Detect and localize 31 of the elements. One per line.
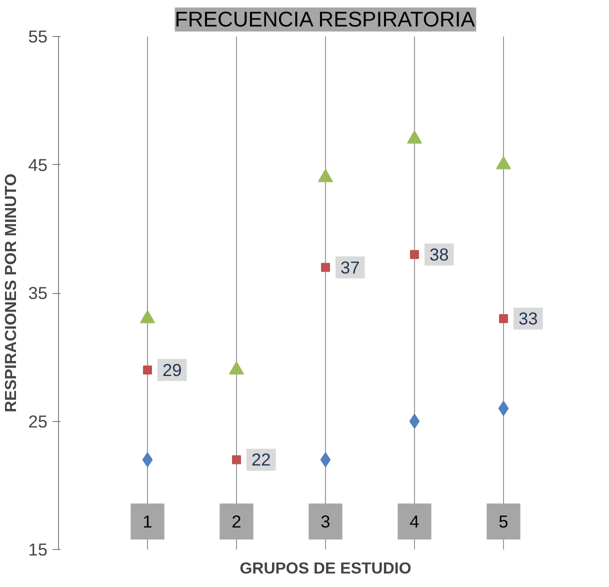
data-label: 22 (252, 450, 271, 470)
point (142, 452, 153, 468)
y-tick-label: 45 (28, 154, 48, 175)
data-label: 37 (340, 257, 360, 278)
data-label: 38 (430, 244, 449, 265)
point (321, 262, 330, 272)
y-tick-label: 35 (28, 283, 48, 303)
chart-title: FRECUENCIA RESPIRATORIA (174, 8, 476, 32)
point (498, 400, 509, 416)
y-tick-label: 15 (28, 540, 48, 560)
y-tick-label: 55 (28, 26, 48, 46)
point (318, 168, 333, 182)
point (409, 414, 420, 429)
x-tick-label: 4 (410, 512, 420, 532)
point (499, 314, 508, 324)
x-tick-label: 1 (142, 512, 152, 532)
x-axis-title: GRUPOS DE ESTUDIO (240, 560, 412, 578)
y-axis-title: RESPIRACIONES POR MINUTO (3, 174, 20, 412)
point (496, 156, 511, 170)
point (320, 452, 331, 468)
y-tick-label: 25 (28, 411, 48, 432)
x-tick-label: 3 (320, 512, 330, 532)
x-tick-label: 2 (232, 512, 242, 532)
point (143, 365, 152, 374)
point (407, 130, 422, 144)
x-tick-label: 5 (498, 512, 508, 532)
data-label: 29 (162, 360, 182, 380)
data-label: 33 (518, 308, 538, 329)
point (140, 310, 155, 324)
point (232, 455, 241, 464)
point (410, 250, 419, 260)
